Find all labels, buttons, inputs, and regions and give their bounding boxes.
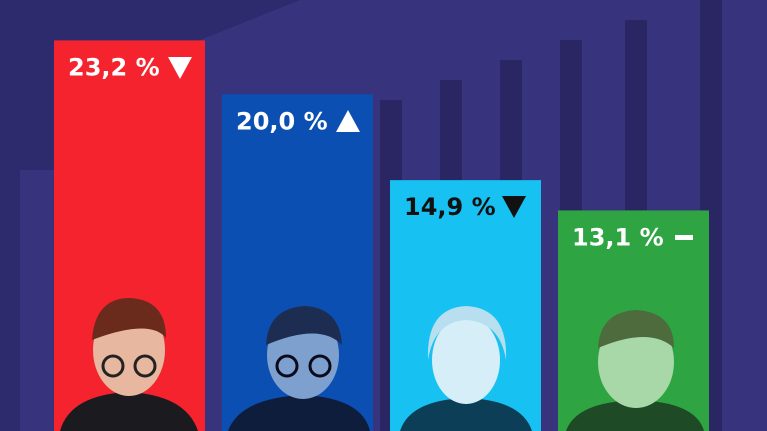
value-label: 13,1 % <box>572 223 664 251</box>
trend-up <box>336 110 360 132</box>
portrait <box>566 310 704 431</box>
trend-flat <box>675 235 693 240</box>
trend-down <box>502 196 526 218</box>
portrait <box>400 306 532 431</box>
trend-down <box>168 57 192 79</box>
value-label: 23,2 % <box>68 53 160 81</box>
portrait <box>60 298 198 431</box>
trend-icons <box>168 57 693 240</box>
value-label: 20,0 % <box>236 107 328 135</box>
portrait <box>228 306 370 431</box>
portraits <box>60 298 704 431</box>
value-label: 14,9 % <box>404 193 496 221</box>
